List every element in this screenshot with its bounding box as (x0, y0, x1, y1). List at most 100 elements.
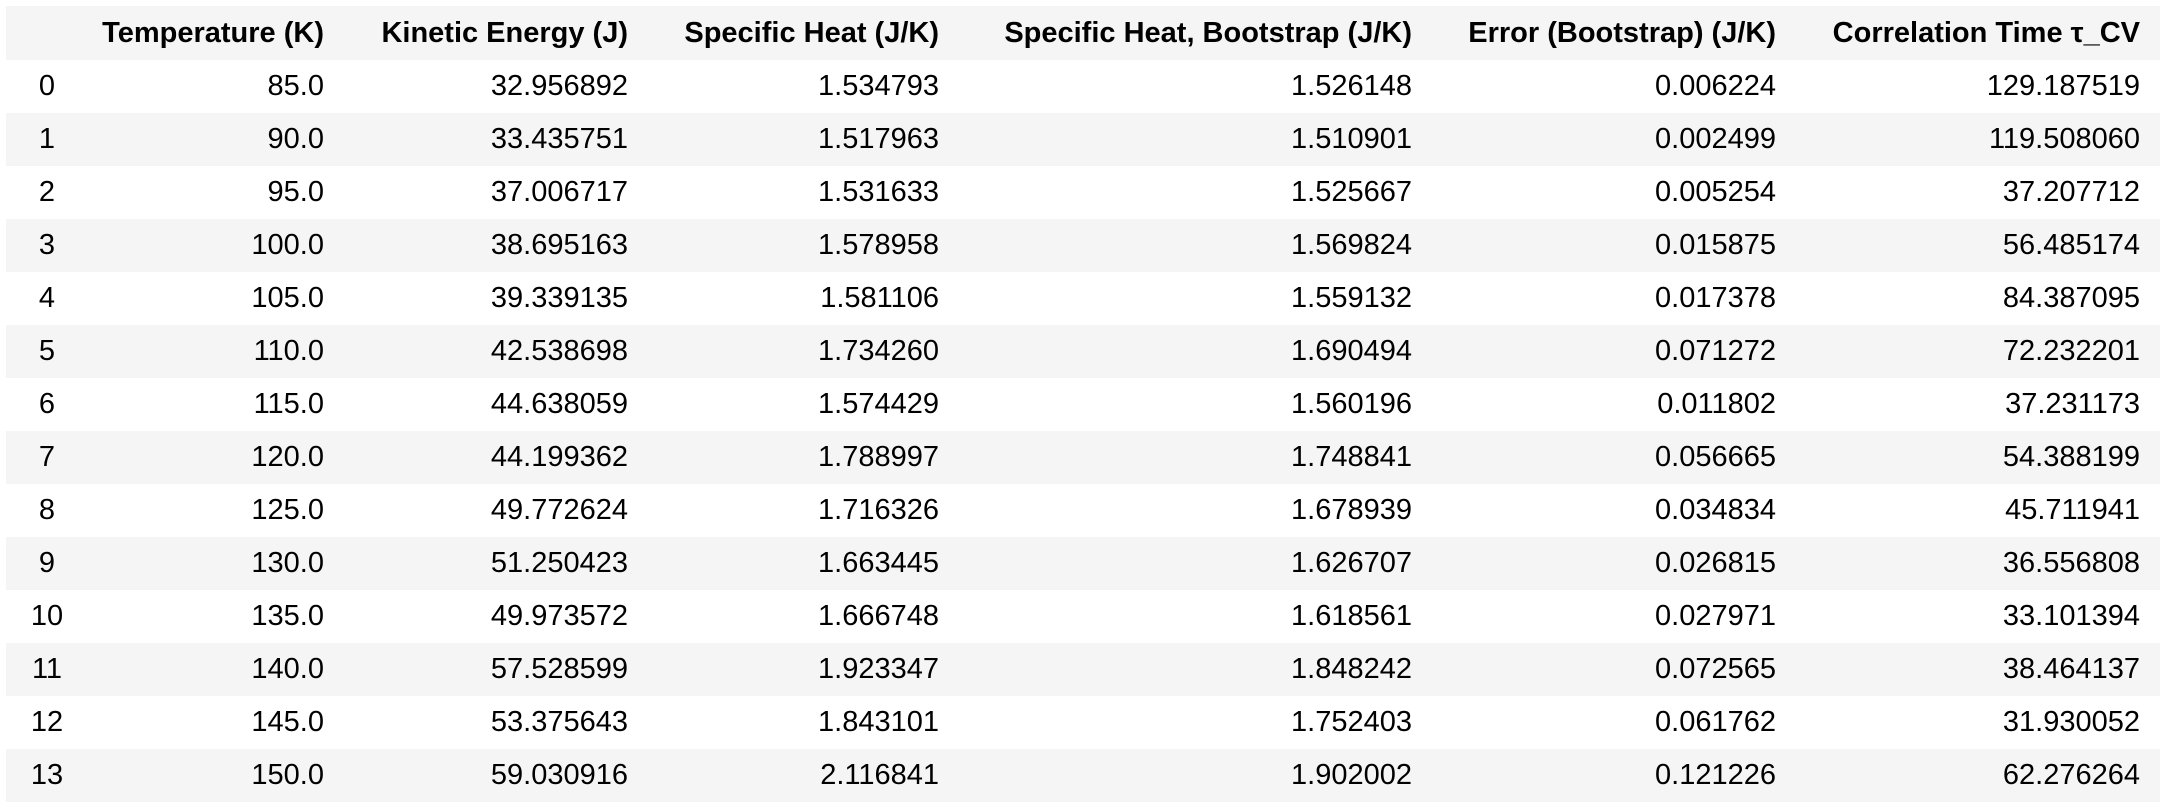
specific-heat-cell: 1.663445 (818, 547, 939, 579)
kinetic-energy-cell: 38.695163 (490, 229, 628, 261)
temperature-cell: 120.0 (251, 441, 324, 473)
correlation-time-cell: 33.101394 (2002, 600, 2140, 632)
table-row: 12 145.0 53.375643 1.843101 1.752403 0.061762… (6, 696, 2160, 749)
index-cell: 0 (38, 70, 56, 102)
error-bootstrap-cell: 0.005254 (1655, 176, 1776, 208)
specific-heat-cell: 2.116841 (820, 759, 939, 791)
specific-heat-bootstrap-cell: 1.748841 (1291, 441, 1412, 473)
temperature-cell: 150.0 (251, 759, 324, 791)
header-correlation-time: Correlation Time τ_CV (1832, 16, 2140, 49)
specific-heat-cell: 1.716326 (818, 494, 939, 526)
specific-heat-bootstrap-cell: 1.678939 (1291, 494, 1412, 526)
index-cell: 13 (30, 759, 64, 791)
temperature-cell: 85.0 (267, 70, 324, 102)
kinetic-energy-cell: 37.006717 (490, 176, 628, 208)
temperature-cell: 110.0 (253, 335, 324, 367)
specific-heat-bootstrap-cell: 1.525667 (1291, 176, 1412, 208)
table-row: 5 110.0 42.538698 1.734260 1.690494 0.071272 7… (6, 325, 2160, 378)
temperature-cell: 135.0 (251, 600, 324, 632)
correlation-time-cell: 119.508060 (1988, 123, 2140, 155)
error-bootstrap-cell: 0.121226 (1655, 759, 1776, 791)
index-cell: 6 (38, 388, 56, 420)
table-row: 0 85.0 32.956892 1.534793 1.526148 0.006224 12… (6, 60, 2160, 113)
error-bootstrap-cell: 0.061762 (1655, 706, 1776, 738)
index-cell: 12 (30, 706, 64, 738)
correlation-time-cell: 72.232201 (2002, 335, 2140, 367)
kinetic-energy-cell: 44.638059 (490, 388, 628, 420)
kinetic-energy-cell: 49.973572 (490, 600, 628, 632)
table-row: 8 125.0 49.772624 1.716326 1.678939 0.034834 4… (6, 484, 2160, 537)
index-cell: 1 (38, 123, 56, 155)
index-cell: 8 (38, 494, 56, 526)
table-row: 2 95.0 37.006717 1.531633 1.525667 0.005254 37… (6, 166, 2160, 219)
error-bootstrap-cell: 0.071272 (1655, 335, 1776, 367)
kinetic-energy-cell: 39.339135 (490, 282, 628, 314)
error-bootstrap-cell: 0.026815 (1655, 547, 1776, 579)
specific-heat-bootstrap-cell: 1.560196 (1291, 388, 1412, 420)
kinetic-energy-cell: 32.956892 (490, 70, 628, 102)
specific-heat-cell: 1.531633 (818, 176, 939, 208)
error-bootstrap-cell: 0.034834 (1655, 494, 1776, 526)
header-specific-heat: Specific Heat (J/K) (684, 16, 939, 49)
specific-heat-bootstrap-cell: 1.626707 (1291, 547, 1412, 579)
table-row: 6 115.0 44.638059 1.574429 1.560196 0.011802 3… (6, 378, 2160, 431)
table-row: 7 120.0 44.199362 1.788997 1.748841 0.056665 5… (6, 431, 2160, 484)
correlation-time-cell: 54.388199 (2002, 441, 2140, 473)
error-bootstrap-cell: 0.072565 (1655, 653, 1776, 685)
correlation-time-cell: 36.556808 (2002, 547, 2140, 579)
specific-heat-bootstrap-cell: 1.526148 (1291, 70, 1412, 102)
specific-heat-cell: 1.574429 (818, 388, 939, 420)
header-kinetic-energy: Kinetic Energy (J) (381, 16, 628, 49)
specific-heat-cell: 1.734260 (818, 335, 939, 367)
temperature-cell: 140.0 (251, 653, 324, 685)
table-row: 4 105.0 39.339135 1.581106 1.559132 0.017378 8… (6, 272, 2160, 325)
temperature-cell: 145.0 (251, 706, 324, 738)
kinetic-energy-cell: 59.030916 (490, 759, 628, 791)
correlation-time-cell: 56.485174 (2002, 229, 2140, 261)
specific-heat-cell: 1.843101 (818, 706, 939, 738)
error-bootstrap-cell: 0.017378 (1655, 282, 1776, 314)
kinetic-energy-cell: 53.375643 (490, 706, 628, 738)
correlation-time-cell: 37.207712 (2002, 176, 2140, 208)
kinetic-energy-cell: 44.199362 (490, 441, 628, 473)
specific-heat-bootstrap-cell: 1.618561 (1291, 600, 1412, 632)
header-row: Temperature (K) Kinetic Energy (J) Speci… (6, 6, 2160, 60)
kinetic-energy-cell: 51.250423 (490, 547, 628, 579)
table-header: Temperature (K) Kinetic Energy (J) Speci… (6, 6, 2160, 60)
temperature-cell: 95.0 (267, 176, 324, 208)
table-row: 13 150.0 59.030916 2.116841 1.902002 0.121226… (6, 749, 2160, 802)
temperature-cell: 125.0 (251, 494, 324, 526)
error-bootstrap-cell: 0.011802 (1657, 388, 1776, 420)
specific-heat-cell: 1.534793 (818, 70, 939, 102)
correlation-time-cell: 84.387095 (2002, 282, 2140, 314)
specific-heat-bootstrap-cell: 1.902002 (1291, 759, 1412, 791)
header-specific-heat-bootstrap: Specific Heat, Bootstrap (J/K) (1004, 16, 1412, 49)
correlation-time-cell: 45.711941 (2005, 494, 2140, 526)
kinetic-energy-cell: 42.538698 (490, 335, 628, 367)
correlation-time-cell: 37.231173 (2005, 388, 2140, 420)
index-cell: 11 (31, 653, 63, 685)
kinetic-energy-cell: 49.772624 (490, 494, 628, 526)
temperature-cell: 100.0 (251, 229, 324, 261)
index-cell: 9 (38, 547, 56, 579)
specific-heat-bootstrap-cell: 1.559132 (1291, 282, 1412, 314)
correlation-time-cell: 62.276264 (2002, 759, 2140, 791)
index-cell: 2 (38, 176, 56, 208)
index-cell: 10 (30, 600, 64, 632)
error-bootstrap-cell: 0.006224 (1655, 70, 1776, 102)
index-cell: 5 (38, 335, 56, 367)
error-bootstrap-cell: 0.002499 (1655, 123, 1776, 155)
header-error-bootstrap: Error (Bootstrap) (J/K) (1468, 16, 1776, 49)
table-row: 9 130.0 51.250423 1.663445 1.626707 0.026815 3… (6, 537, 2160, 590)
correlation-time-cell: 38.464137 (2002, 653, 2140, 685)
specific-heat-bootstrap-cell: 1.690494 (1291, 335, 1412, 367)
table-row: 3 100.0 38.695163 1.578958 1.569824 0.015875 5… (6, 219, 2160, 272)
table-body: 0 85.0 32.956892 1.534793 1.526148 0.006224 12… (6, 60, 2160, 802)
kinetic-energy-cell: 57.528599 (490, 653, 628, 685)
dataframe-table: Temperature (K) Kinetic Energy (J) Speci… (6, 6, 2160, 802)
specific-heat-bootstrap-cell: 1.510901 (1291, 123, 1412, 155)
specific-heat-bootstrap-cell: 1.752403 (1291, 706, 1412, 738)
specific-heat-bootstrap-cell: 1.569824 (1291, 229, 1412, 261)
table-row: 10 135.0 49.973572 1.666748 1.618561 0.027971… (6, 590, 2160, 643)
specific-heat-cell: 1.581106 (820, 282, 939, 314)
